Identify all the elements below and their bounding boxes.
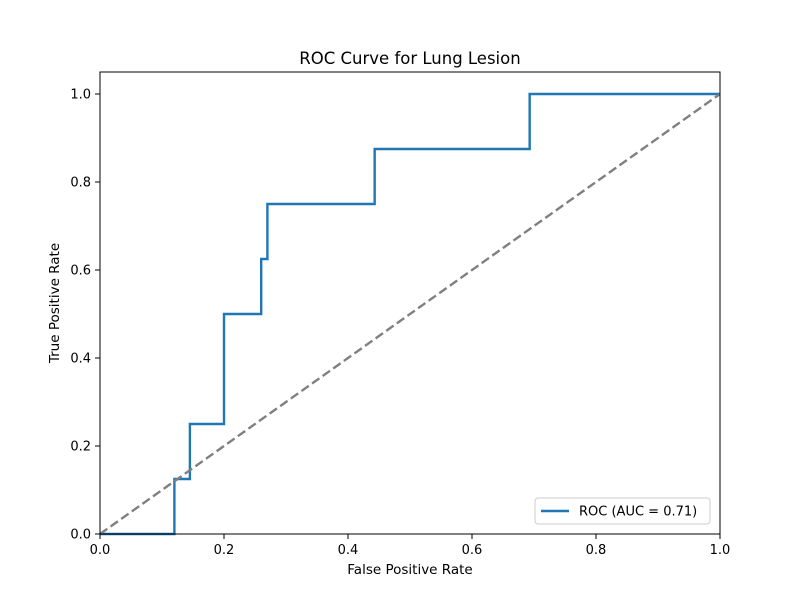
x-tick-label: 0.6 [462,543,483,558]
y-axis-label: True Positive Rate [47,243,63,364]
axes-frame [99,71,721,535]
y-axis-ticks: 0.0 0.2 0.4 0.6 0.8 1.0 [70,88,100,543]
y-tick-label: 0.6 [70,264,91,279]
plot-area [99,71,721,536]
chart-title: ROC Curve for Lung Lesion [299,49,520,68]
x-tick-label: 1.0 [710,543,731,558]
legend-entry-label: ROC (AUC = 0.71) [579,505,697,520]
y-tick-label: 0.2 [70,440,91,455]
y-tick-label: 0.4 [70,352,91,367]
chance-diagonal-line [99,93,721,535]
x-tick-label: 0.0 [90,543,111,558]
x-tick-label: 0.8 [586,543,607,558]
x-tick-label: 0.2 [214,543,235,558]
y-tick-label: 1.0 [70,88,91,103]
x-tick-label: 0.4 [338,543,359,558]
x-axis-ticks: 0.0 0.2 0.4 0.6 0.8 1.0 [90,534,731,558]
legend: ROC (AUC = 0.71) [534,497,711,525]
roc-curve-line [100,92,720,536]
legend-box [534,497,711,525]
y-tick-label: 0.0 [70,528,91,543]
x-axis-label: False Positive Rate [347,562,472,578]
y-tick-label: 0.8 [70,176,91,191]
